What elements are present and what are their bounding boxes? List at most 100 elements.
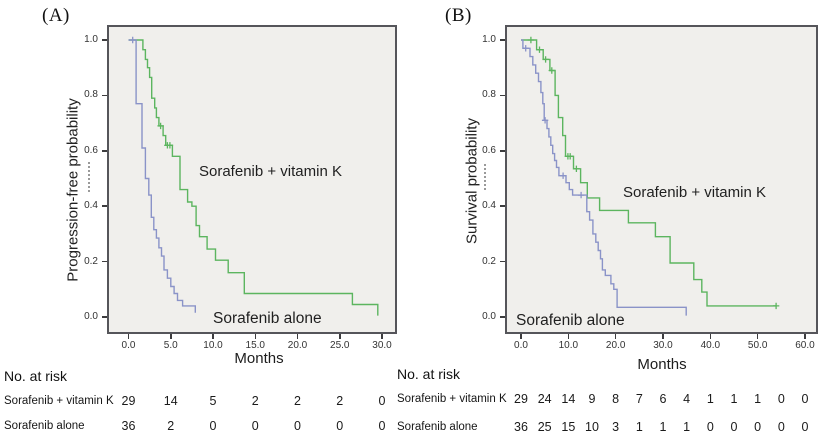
km-curves-panel-a (128, 36, 379, 316)
at-risk-value-panel-a: 5 (209, 394, 217, 408)
at-risk-value-panel-b: 0 (801, 420, 809, 434)
panel-a-y-axis-title: Progression-free probability (64, 98, 82, 282)
at-risk-value-panel-b: 4 (683, 392, 691, 406)
x-tick-label-panel-a: 0.0 (121, 340, 136, 351)
y-tick-label-panel-b: 0.4 (482, 200, 496, 212)
at-risk-value-panel-b: 24 (537, 392, 552, 406)
y-tick-label-panel-a: 1.0 (84, 34, 98, 45)
panel-a-x-axis-title: Months (234, 350, 284, 367)
x-tick-label-panel-b: 60.0 (795, 340, 815, 351)
at-risk-value-panel-a: 0 (209, 419, 217, 433)
censor-marks-sorafenib-vitamin-k (157, 122, 174, 149)
at-risk-value-panel-b: 1 (754, 392, 762, 406)
at-risk-value-panel-b: 36 (514, 420, 528, 434)
x-tick-label-panel-b: 30.0 (653, 340, 673, 351)
y-tick-label-panel-b: 0.0 (482, 311, 496, 322)
panel-b-at-risk-row-label-alone: Sorafenib alone (397, 421, 478, 433)
at-risk-value-panel-b: 7 (635, 392, 643, 406)
panel-a-letter: (A) (42, 5, 70, 26)
x-tick-panel-b (520, 334, 522, 339)
panel-a-at-risk-row-label-combo: Sorafenib + vitamin K (4, 395, 114, 407)
y-tick-label-panel-b: 0.2 (482, 255, 496, 267)
censor-marks-sorafenib-alone (522, 45, 585, 199)
panel-b-alone-curve-annotation: Sorafenib alone (516, 312, 625, 329)
at-risk-value-panel-b: 0 (777, 420, 785, 434)
x-tick-panel-a (254, 334, 256, 339)
x-tick-panel-a (296, 334, 299, 339)
x-tick-panel-b (709, 334, 712, 339)
km-curve-sorafenib-vitamin-k (128, 39, 379, 316)
at-risk-value-panel-b: 1 (730, 392, 738, 406)
at-risk-value-panel-a: 2 (336, 394, 344, 408)
at-risk-value-panel-b: 9 (588, 392, 596, 406)
at-risk-value-panel-b: 14 (561, 392, 576, 406)
panel-a-axis-dotted-artifact (88, 162, 90, 192)
panel-b-plot-area (505, 25, 818, 334)
at-risk-value-panel-a: 0 (294, 419, 301, 433)
at-risk-value-panel-b: 1 (635, 420, 643, 434)
at-risk-value-panel-b: 10 (585, 420, 599, 434)
y-tick-panel-b (500, 260, 505, 263)
x-tick-label-panel-b: 10.0 (558, 340, 579, 351)
at-risk-value-panel-b: 29 (514, 392, 528, 406)
x-tick-panel-b (756, 334, 759, 339)
y-tick-label-panel-b: 0.6 (482, 144, 496, 156)
at-risk-value-panel-b: 1 (706, 392, 714, 406)
censor-marks-sorafenib-alone (129, 36, 136, 44)
km-curve-sorafenib-vitamin-k (521, 39, 777, 307)
x-tick-label-panel-b: 20.0 (605, 340, 626, 351)
panel-a-at-risk-title: No. at risk (4, 368, 68, 384)
y-tick-panel-a (102, 205, 107, 207)
panel-b-x-axis-title: Months (637, 356, 687, 373)
panel-b-axis-dotted-artifact (484, 164, 486, 190)
x-tick-label-panel-a: 30.0 (372, 340, 392, 351)
y-tick-label-panel-b: 1.0 (482, 34, 496, 45)
y-tick-panel-b (500, 94, 505, 97)
y-tick-label-panel-a: 0.8 (84, 89, 98, 101)
x-tick-label-panel-a: 5.0 (163, 340, 178, 351)
x-tick-label-panel-a: 10.0 (203, 340, 223, 351)
x-tick-panel-a (170, 334, 172, 339)
panel-b-at-risk-row-label-combo: Sorafenib + vitamin K (397, 393, 507, 405)
y-tick-panel-a (102, 39, 107, 41)
x-tick-panel-a (381, 334, 383, 339)
y-tick-panel-b (500, 205, 505, 207)
y-tick-panel-a (102, 94, 107, 97)
at-risk-value-panel-a: 0 (336, 419, 344, 433)
y-tick-panel-a (102, 316, 107, 318)
km-curves-panel-b (521, 36, 780, 316)
at-risk-value-panel-a: 2 (251, 394, 259, 408)
at-risk-value-panel-b: 15 (561, 420, 576, 434)
x-tick-panel-b (567, 334, 570, 339)
censor-marks-sorafenib-vitamin-k (527, 36, 780, 310)
at-risk-value-panel-b: 0 (754, 420, 762, 434)
at-risk-value-panel-a: 0 (378, 419, 386, 433)
at-risk-value-panel-b: 0 (777, 392, 785, 406)
at-risk-value-panel-b: 1 (683, 420, 691, 434)
at-risk-value-panel-a: 2 (167, 419, 175, 433)
at-risk-value-panel-a: 0 (378, 394, 386, 408)
km-curve-sorafenib-alone (128, 39, 196, 313)
x-tick-panel-b (614, 334, 617, 339)
x-tick-panel-b (662, 334, 664, 339)
y-tick-panel-a (102, 150, 107, 152)
at-risk-value-panel-a: 36 (121, 419, 136, 433)
at-risk-value-panel-a: 14 (163, 394, 178, 408)
panel-a-alone-curve-annotation: Sorafenib alone (213, 310, 322, 327)
x-tick-panel-a (127, 334, 130, 339)
at-risk-value-panel-b: 8 (612, 392, 620, 406)
y-tick-panel-b (500, 39, 505, 41)
y-tick-label-panel-a: 0.0 (84, 311, 98, 322)
panel-b-at-risk-title: No. at risk (397, 366, 461, 382)
at-risk-value-panel-b: 3 (612, 420, 620, 434)
y-tick-panel-a (102, 260, 107, 263)
y-tick-label-panel-b: 0.8 (482, 89, 496, 101)
panel-a-combo-curve-annotation: Sorafenib + vitamin K (199, 163, 342, 180)
at-risk-value-panel-b: 0 (706, 420, 714, 434)
x-tick-panel-a (339, 334, 341, 339)
x-tick-label-panel-a: 25.0 (330, 340, 350, 351)
x-tick-label-panel-b: 50.0 (747, 340, 768, 351)
y-tick-panel-b (500, 150, 505, 152)
km-curve-sorafenib-alone (521, 39, 687, 316)
